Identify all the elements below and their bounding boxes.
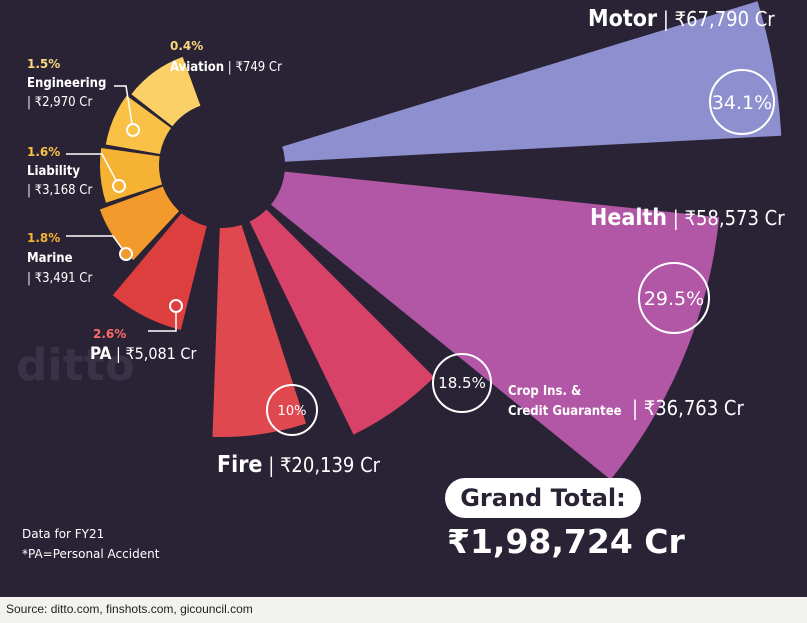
leader-line-6 [66, 153, 120, 187]
pct-badge-text-3: 10% [278, 404, 307, 419]
crop-name-line2: Credit Guarantee [508, 404, 622, 419]
liability-amount-wrap: | ₹3,168 Cr [27, 183, 92, 198]
center-hole [161, 104, 283, 226]
pct-badge-3 [266, 384, 318, 436]
pa-separator: | [111, 344, 126, 363]
source-caption: Source: ditto.com, finshots.com, gicounc… [6, 602, 253, 616]
fire-separator: | [262, 453, 280, 477]
aviation-separator: | [224, 60, 236, 75]
engineering-amount-wrap: | ₹2,970 Cr [27, 95, 92, 110]
pa-amount: ₹5,081 Cr [125, 344, 197, 363]
engineering-name: Engineering [27, 76, 107, 91]
slice-8 [131, 56, 201, 127]
fire-name: Fire [217, 452, 263, 478]
pa-name: PA [90, 344, 112, 364]
leader-dot-4 [169, 299, 183, 313]
health-name: Health [590, 205, 668, 231]
infographic: ditto 34.1% 29.5% 18.5% 10% Motor | ₹67,790… [0, 0, 807, 597]
marine-separator: | [27, 271, 35, 286]
notes: Data for FY21 *PA=Personal Accident [22, 524, 159, 564]
pct-badge-2 [432, 353, 492, 413]
note-pa: *PA=Personal Accident [22, 547, 160, 561]
pa-label: PA | ₹5,081 Cr [90, 344, 196, 364]
leader-line-5 [66, 235, 127, 255]
fire-amount: ₹20,139 Cr [279, 453, 381, 477]
engineering-separator: | [27, 95, 35, 110]
chart-svg: 34.1% 29.5% 18.5% 10% [66, 1, 782, 480]
engineering-pct: 1.5% [27, 57, 61, 71]
crop-name-line1: Crop Ins. & [508, 384, 582, 399]
aviation-pct: 0.4% [170, 39, 204, 53]
aviation-amount: ₹749 Cr [235, 60, 282, 75]
pct-badge-text-1: 29.5% [644, 288, 704, 310]
leader-line-4 [148, 306, 177, 332]
motor-amount: ₹67,790 Cr [674, 7, 775, 31]
slice-5 [99, 186, 180, 261]
note-fy: Data for FY21 [22, 527, 105, 541]
marine-amount-wrap: | ₹3,491 Cr [27, 271, 92, 286]
marine-pct: 1.8% [27, 231, 61, 245]
grand-total-label: Grand Total: [445, 478, 641, 518]
grand-total-value: ₹1,98,724 Cr [447, 522, 685, 561]
liability-pct: 1.6% [27, 145, 61, 159]
fire-label: Fire | ₹20,139 Cr [217, 452, 380, 478]
liability-separator: | [27, 183, 35, 198]
slice-0 [282, 1, 782, 162]
marine-name: Marine [27, 251, 73, 266]
slice-1 [270, 171, 720, 480]
marine-amount: ₹3,491 Cr [34, 271, 93, 286]
leader-line-7 [114, 85, 134, 131]
motor-separator: | [657, 7, 675, 31]
leader-dot-6 [112, 179, 126, 193]
slice-3 [212, 224, 307, 438]
slice-2 [249, 209, 435, 435]
crop-amount: ₹36,763 Cr [643, 396, 744, 420]
engineering-amount: ₹2,970 Cr [34, 95, 93, 110]
crop-label: Crop Ins. & Credit Guarantee [508, 383, 622, 421]
pct-badge-1 [638, 262, 710, 334]
crop-separator: | [632, 396, 644, 420]
pa-pct: 2.6% [93, 327, 127, 341]
leader-dot-5 [119, 247, 133, 261]
liability-name: Liability [27, 164, 80, 179]
leader-dot-7 [126, 123, 140, 137]
slice-4 [112, 213, 207, 330]
slice-7 [105, 95, 172, 155]
motor-label: Motor | ₹67,790 Cr [588, 6, 775, 32]
pct-badge-0 [709, 69, 775, 135]
aviation-label: Aviation | ₹749 Cr [170, 56, 282, 75]
motor-name: Motor [588, 6, 658, 32]
crop-amount-wrap: | ₹36,763 Cr [632, 396, 744, 420]
liability-amount: ₹3,168 Cr [34, 183, 93, 198]
aviation-name: Aviation [170, 60, 225, 75]
health-amount: ₹58,573 Cr [684, 206, 785, 230]
pct-badge-text-2: 18.5% [438, 374, 486, 392]
health-separator: | [667, 206, 685, 230]
watermark: ditto [16, 340, 135, 391]
pct-badge-text-0: 34.1% [712, 92, 772, 114]
health-label: Health | ₹58,573 Cr [590, 205, 785, 231]
